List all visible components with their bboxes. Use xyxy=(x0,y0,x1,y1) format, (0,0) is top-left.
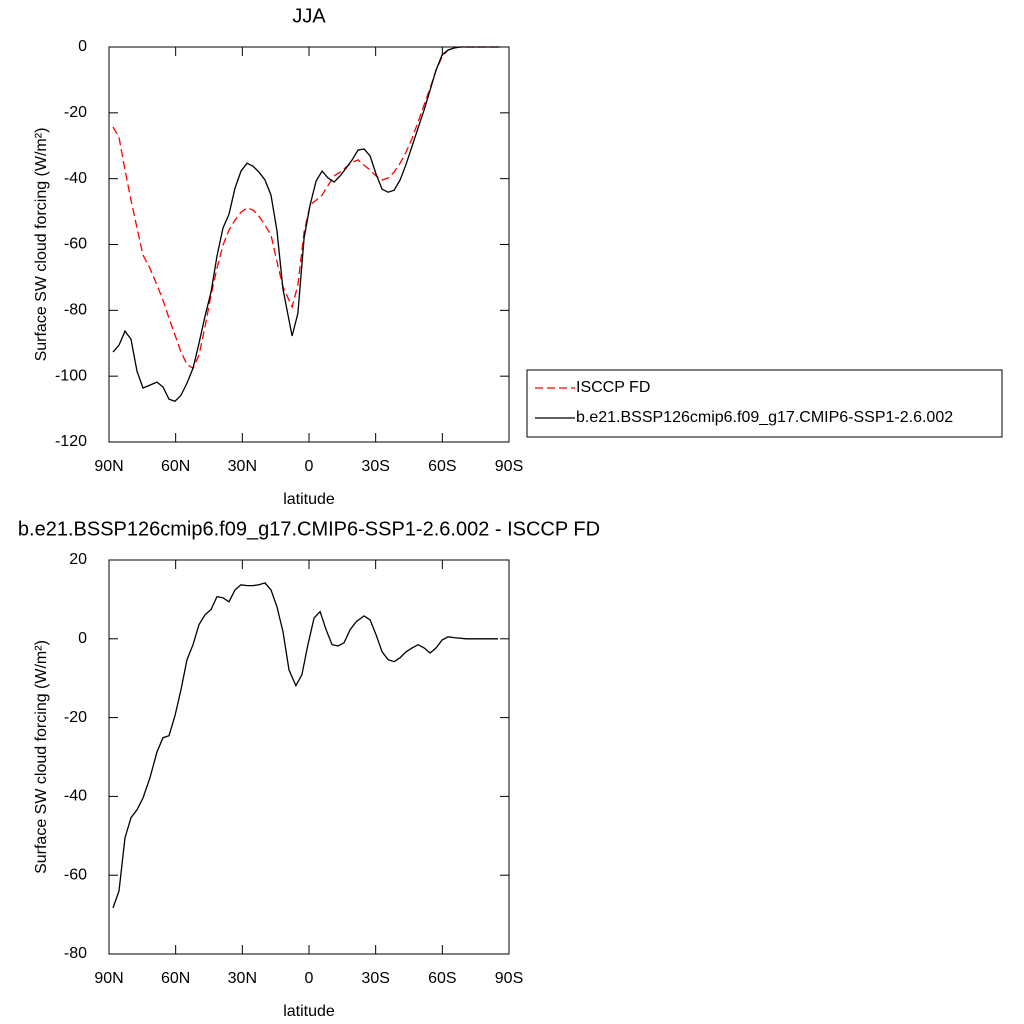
y-tick-label: 0 xyxy=(78,38,87,55)
y-tick-label: -80 xyxy=(64,945,87,962)
y-tick-label: -100 xyxy=(55,367,87,384)
x-tick-label: 60S xyxy=(428,970,456,987)
legend-label: b.e21.BSSP126cmip6.f09_g17.CMIP6-SSP1-2.… xyxy=(576,409,953,426)
x-tick-label: 90S xyxy=(495,970,523,987)
y-tick-label: -60 xyxy=(64,866,87,883)
y-axis-label: Surface SW cloud forcing (W/m²) xyxy=(33,128,50,362)
data-line xyxy=(112,46,501,370)
x-tick-label: 30N xyxy=(228,970,257,987)
plot-frame xyxy=(108,46,510,443)
x-tick-label: 30N xyxy=(228,458,257,475)
y-tick-label: -60 xyxy=(64,236,87,253)
x-tick-label: 60S xyxy=(428,458,456,475)
y-tick-label: -120 xyxy=(55,433,87,450)
x-tick-label: 90S xyxy=(495,458,523,475)
legend-label: ISCCP FD xyxy=(576,379,650,396)
legend-box xyxy=(526,369,1003,438)
x-tick-label: 30S xyxy=(361,970,389,987)
x-tick-label: 90N xyxy=(94,458,123,475)
y-tick-label: -40 xyxy=(64,170,87,187)
y-tick-label: -40 xyxy=(64,788,87,805)
data-line xyxy=(112,46,501,402)
x-tick-label: 30S xyxy=(361,458,389,475)
x-tick-label: 0 xyxy=(305,970,314,987)
y-tick-label: -20 xyxy=(64,709,87,726)
y-tick-label: -20 xyxy=(64,104,87,121)
chart-title: b.e21.BSSP126cmip6.f09_g17.CMIP6-SSP1-2.… xyxy=(18,518,600,540)
data-line xyxy=(112,582,499,909)
x-tick-label: 90N xyxy=(94,970,123,987)
x-tick-label: 0 xyxy=(305,458,314,475)
x-axis-label: latitude xyxy=(283,491,335,508)
x-axis-label: latitude xyxy=(283,1003,335,1020)
y-axis-label: Surface SW cloud forcing (W/m²) xyxy=(33,640,50,874)
chart-title: JJA xyxy=(292,5,326,27)
y-tick-label: 20 xyxy=(69,551,87,568)
y-tick-label: -80 xyxy=(64,302,87,319)
x-tick-label: 60N xyxy=(161,970,190,987)
y-tick-label: 0 xyxy=(78,630,87,647)
plot-frame xyxy=(108,559,510,955)
x-tick-label: 60N xyxy=(161,458,190,475)
